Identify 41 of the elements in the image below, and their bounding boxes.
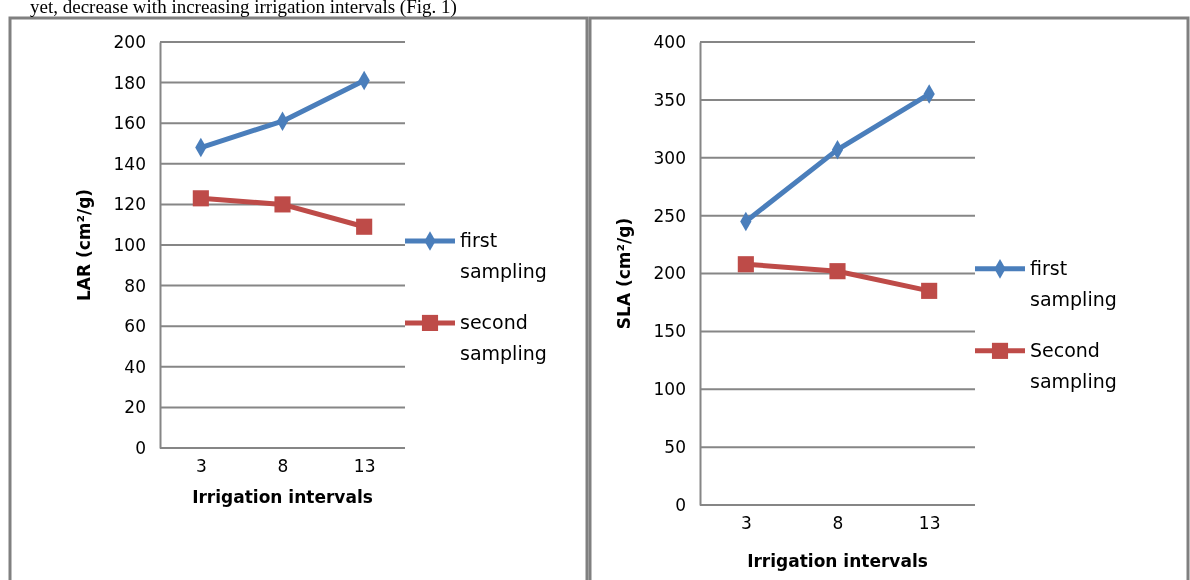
y-tick-label: 180 — [113, 72, 146, 93]
y-tick-label: 120 — [113, 194, 146, 215]
y-tick-label: 300 — [653, 147, 686, 168]
y-tick-label: 100 — [113, 234, 146, 255]
point — [274, 196, 291, 213]
y-tick-label: 100 — [653, 379, 686, 400]
y-tick-label: 150 — [653, 321, 686, 342]
legend-label: Second sampling — [1030, 338, 1117, 392]
y-tick-label: 40 — [124, 356, 146, 377]
y-tick-label: 80 — [124, 275, 146, 296]
x-tick-label: 8 — [832, 513, 844, 534]
x-axis-title: Irrigation intervals — [192, 487, 373, 507]
x-tick-label: 3 — [740, 513, 752, 534]
y-tick-label: 20 — [124, 397, 146, 418]
y-tick-label: 200 — [653, 263, 686, 284]
x-tick-label: 8 — [277, 456, 289, 477]
x-tick-label: 13 — [918, 513, 941, 534]
y-tick-label: 50 — [664, 437, 686, 458]
text: yet, decrease with increasing irrigation intervals (Fig. 1) — [30, 0, 457, 18]
y-tick-label: 0 — [675, 494, 686, 515]
point — [192, 190, 209, 207]
y-tick-label: 0 — [135, 437, 146, 458]
y-tick-label: 250 — [653, 205, 686, 226]
point — [829, 263, 846, 280]
y-tick-label: 200 — [113, 31, 146, 52]
y-tick-label: 140 — [113, 153, 146, 174]
x-tick-label: 3 — [195, 456, 207, 477]
y-tick-label: 400 — [653, 31, 686, 52]
legend-label: first sampling — [460, 228, 547, 282]
point — [921, 282, 938, 299]
y-tick-label: 350 — [653, 89, 686, 110]
legend-label: first sampling — [1030, 256, 1117, 310]
legend-label: second sampling — [460, 310, 547, 364]
y-axis-title: LAR (cm²/g) — [74, 188, 94, 302]
x-tick-label: 13 — [353, 456, 376, 477]
point — [737, 256, 754, 273]
y-tick-label: 160 — [113, 113, 146, 134]
point — [356, 218, 373, 235]
y-axis-title: SLA (cm²/g) — [614, 217, 634, 330]
y-tick-label: 60 — [124, 316, 146, 337]
x-axis-title: Irrigation intervals — [747, 551, 928, 571]
